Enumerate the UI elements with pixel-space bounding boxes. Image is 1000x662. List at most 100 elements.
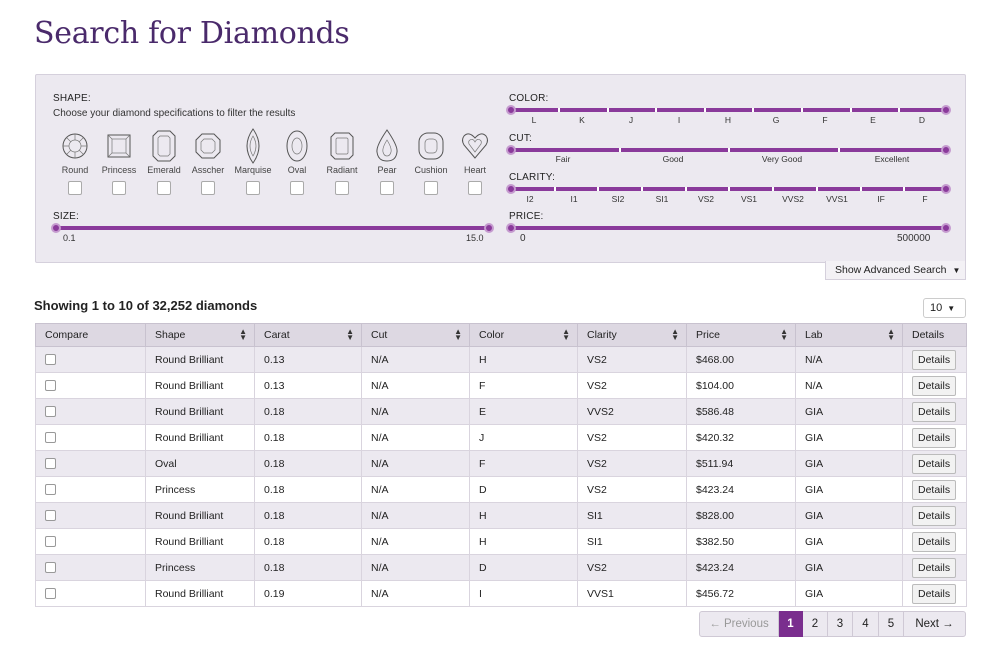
column-header-clarity[interactable]: Clarity ▲ ▼: [577, 323, 687, 347]
details-button[interactable]: Details: [912, 583, 957, 604]
shape-option-heart[interactable]: Heart: [453, 128, 497, 198]
page-4-button[interactable]: 4: [853, 611, 879, 637]
details-button[interactable]: Details: [912, 427, 957, 448]
cut-cell: N/A: [361, 398, 470, 425]
filter-panel: SHAPE: Choose your diamond specification…: [35, 74, 966, 263]
cut-max-handle[interactable]: [941, 145, 951, 155]
page-3-button[interactable]: 3: [828, 611, 853, 637]
column-header-cut[interactable]: Cut ▲ ▼: [361, 323, 470, 347]
compare-checkbox[interactable]: [45, 562, 56, 574]
details-cell: Details: [902, 424, 967, 451]
page-5-button[interactable]: 5: [879, 611, 904, 637]
shape-option-radiant[interactable]: Radiant: [320, 128, 364, 198]
sort-icon[interactable]: ▲ ▼: [887, 327, 895, 342]
clarity-max-handle[interactable]: [941, 184, 951, 194]
cut-slider[interactable]: [506, 145, 951, 155]
details-cell: Details: [902, 346, 967, 373]
sort-icon[interactable]: ▲ ▼: [562, 327, 570, 342]
carat-cell: 0.19: [254, 580, 362, 607]
clarity-slider[interactable]: [506, 184, 951, 194]
results-table: Compare Shape ▲ ▼ Carat ▲ ▼ Cut ▲ ▼ Color ▲ ▼ Cl…: [35, 323, 967, 607]
size-slider[interactable]: [51, 223, 494, 233]
compare-checkbox[interactable]: [45, 536, 56, 548]
details-cell: Details: [902, 372, 967, 399]
shape-option-round[interactable]: Round: [53, 128, 97, 198]
price-slider[interactable]: [506, 223, 951, 233]
show-advanced-search-button[interactable]: Show Advanced Search ▼: [825, 261, 966, 280]
shape-option-emerald[interactable]: Emerald: [142, 128, 186, 198]
details-button[interactable]: Details: [912, 505, 957, 526]
column-header-shape[interactable]: Shape ▲ ▼: [145, 323, 255, 347]
color-label: COLOR:: [509, 93, 549, 104]
column-header-price[interactable]: Price ▲ ▼: [686, 323, 796, 347]
price-max-handle[interactable]: [941, 223, 951, 233]
shape-checkbox-pear[interactable]: [380, 181, 394, 195]
shape-checkbox-oval[interactable]: [290, 181, 304, 195]
sort-icon[interactable]: ▲ ▼: [671, 327, 679, 342]
shape-option-princess[interactable]: Princess: [97, 128, 141, 198]
size-max-handle[interactable]: [484, 223, 494, 233]
sort-icon[interactable]: ▲ ▼: [346, 327, 354, 342]
details-button[interactable]: Details: [912, 557, 957, 578]
color-grade: F: [822, 115, 828, 125]
compare-checkbox[interactable]: [45, 432, 56, 444]
clarity-grade: VS2: [697, 194, 715, 204]
table-row: Round Brilliant 0.18 N/A H SI1 $382.50 GIA Deta…: [35, 528, 967, 555]
sort-icon[interactable]: ▲ ▼: [454, 327, 462, 342]
cut-grade: Excellent: [874, 154, 910, 164]
details-button[interactable]: Details: [912, 349, 957, 370]
clarity-min-handle[interactable]: [506, 184, 516, 194]
color-min-handle[interactable]: [506, 105, 516, 115]
size-min-handle[interactable]: [51, 223, 61, 233]
cut-min-handle[interactable]: [506, 145, 516, 155]
shape-option-pear[interactable]: Pear: [365, 128, 409, 198]
shape-checkbox-round[interactable]: [68, 181, 82, 195]
details-button[interactable]: Details: [912, 531, 957, 552]
per-page-select[interactable]: 10 ▼: [923, 298, 966, 318]
color-grade: D: [918, 115, 926, 125]
color-slider[interactable]: [506, 105, 951, 115]
sort-icon[interactable]: ▲ ▼: [239, 327, 247, 342]
details-cell: Details: [902, 450, 967, 477]
lab-cell: N/A: [795, 346, 903, 373]
sort-icon[interactable]: ▲ ▼: [780, 327, 788, 342]
column-header-carat[interactable]: Carat ▲ ▼: [254, 323, 362, 347]
details-button[interactable]: Details: [912, 479, 957, 500]
compare-checkbox[interactable]: [45, 484, 56, 496]
compare-checkbox[interactable]: [45, 380, 56, 392]
cut-cell: N/A: [361, 346, 470, 373]
shape-checkbox-princess[interactable]: [112, 181, 126, 195]
column-header-color[interactable]: Color ▲ ▼: [469, 323, 578, 347]
color-max-handle[interactable]: [941, 105, 951, 115]
page-2-button[interactable]: 2: [803, 611, 828, 637]
column-header-lab[interactable]: Lab ▲ ▼: [795, 323, 903, 347]
details-button[interactable]: Details: [912, 375, 957, 396]
details-button[interactable]: Details: [912, 453, 957, 474]
shape-name: Round: [61, 165, 89, 175]
clarity-cell: VS2: [577, 372, 687, 399]
compare-checkbox[interactable]: [45, 510, 56, 522]
size-min-value: 0.1: [63, 233, 76, 243]
shape-checkbox-asscher[interactable]: [201, 181, 215, 195]
shape-option-oval[interactable]: Oval: [275, 128, 319, 198]
page-1-button[interactable]: 1: [779, 611, 803, 637]
previous-page-button[interactable]: ← Previous: [699, 611, 779, 637]
shape-checkbox-emerald[interactable]: [157, 181, 171, 195]
shape-checkbox-heart[interactable]: [468, 181, 482, 195]
compare-checkbox[interactable]: [45, 588, 56, 600]
shape-option-cushion[interactable]: Cushion: [409, 128, 453, 198]
cut-cell: N/A: [361, 450, 470, 477]
color-cell: H: [469, 346, 578, 373]
shape-checkbox-radiant[interactable]: [335, 181, 349, 195]
shape-checkbox-cushion[interactable]: [424, 181, 438, 195]
shape-option-marquise[interactable]: Marquise: [231, 128, 275, 198]
compare-checkbox[interactable]: [45, 406, 56, 418]
shape-option-asscher[interactable]: Asscher: [186, 128, 230, 198]
shape-checkbox-marquise[interactable]: [246, 181, 260, 195]
compare-checkbox[interactable]: [45, 354, 56, 366]
compare-checkbox[interactable]: [45, 458, 56, 470]
price-min-handle[interactable]: [506, 223, 516, 233]
details-button[interactable]: Details: [912, 401, 957, 422]
price-max-value: 500000: [897, 233, 931, 244]
next-page-button[interactable]: Next →: [904, 611, 966, 637]
